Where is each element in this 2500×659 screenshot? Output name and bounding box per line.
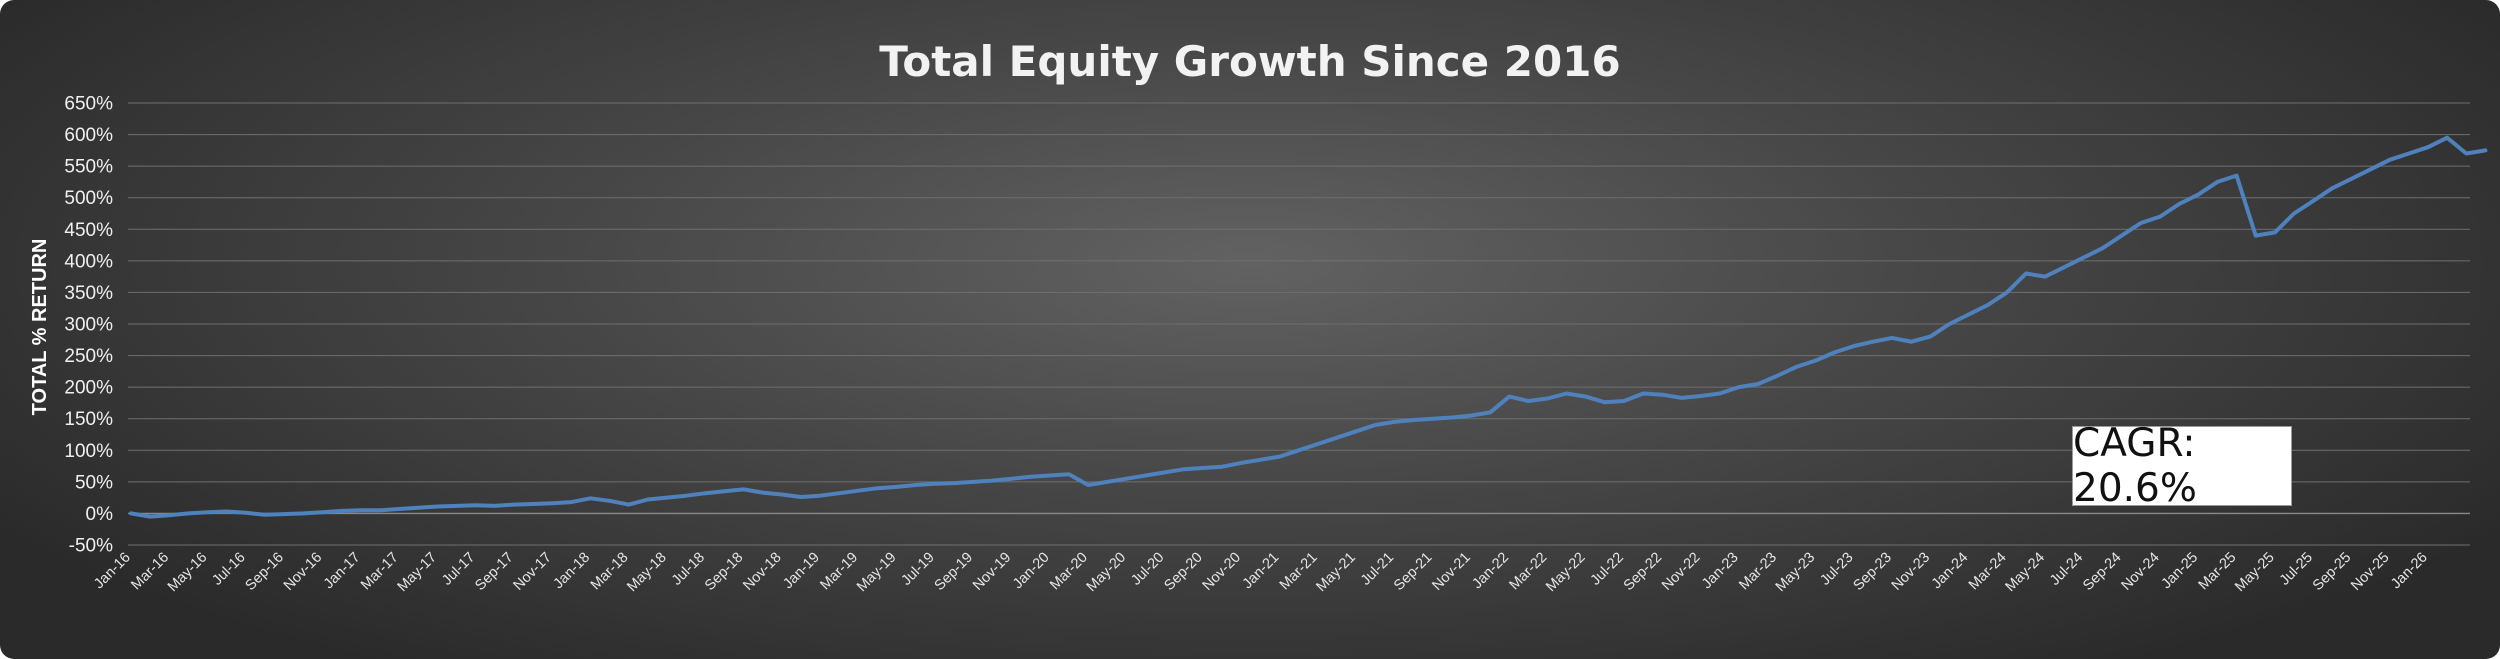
x-tick-label: Mar-18 (588, 550, 632, 594)
x-tick-label: Jan-23 (1699, 550, 1742, 593)
series-lines (129, 135, 2488, 519)
x-tick-label: Sep-23 (1850, 550, 1894, 594)
y-tick-label: 250% (64, 346, 113, 367)
x-tick-label: Nov-25 (2348, 550, 2392, 594)
cagr-annotation: CAGR: 20.6% (2072, 421, 2292, 511)
x-tick-label: Nov-21 (1429, 550, 1473, 594)
x-tick-label: May-22 (1543, 550, 1589, 596)
y-tick-label: 500% (64, 188, 113, 209)
y-tick-label: 650% (64, 94, 113, 115)
x-tick-label: Nov-24 (2118, 550, 2162, 594)
y-tick-label: 150% (64, 409, 113, 430)
y-tick-labels: -50% 0% 50% 100% 150% 200% 250% 300% 350% 400% 450… (64, 94, 113, 557)
x-tick-label: Nov-17 (511, 550, 555, 594)
x-tick-label: May-16 (165, 550, 211, 596)
x-tick-label: Mar-24 (1966, 550, 2010, 594)
x-tick-label: Jan-22 (1469, 550, 1512, 593)
x-tick-label: Nov-23 (1889, 550, 1933, 594)
x-tick-label: Mar-23 (1736, 550, 1780, 594)
x-tick-label: Mar-19 (817, 550, 861, 594)
x-tick-label: Sep-21 (1391, 550, 1435, 594)
y-tick-label: 550% (64, 157, 113, 178)
x-tick-label: Nov-18 (740, 550, 784, 594)
x-tick-label: Jan-24 (1929, 550, 1972, 593)
series-line-0 (129, 135, 2488, 519)
x-tick-label: Sep-16 (243, 550, 287, 594)
x-tick-label: Nov-16 (281, 550, 325, 594)
x-tick-label: Mar-25 (2196, 550, 2240, 594)
y-tick-label: 350% (64, 283, 113, 304)
y-tick-label: 450% (64, 220, 113, 241)
x-tick-label: May-23 (1773, 550, 1819, 596)
x-tick-label: Jan-19 (780, 550, 823, 593)
y-tick-label: 100% (64, 441, 113, 462)
x-tick-label: May-19 (854, 550, 900, 596)
x-tick-label: Mar-22 (1507, 550, 1551, 594)
y-tick-label: 300% (64, 315, 113, 336)
chart-title: Total Equity Growth Since 2016 (879, 37, 1620, 86)
x-tick-label: May-21 (1313, 550, 1359, 596)
y-tick-label: 400% (64, 251, 113, 272)
x-tick-label: Jan-18 (551, 550, 594, 593)
x-tick-label: Nov-22 (1659, 550, 1703, 594)
gridlines (128, 102, 2470, 546)
x-tick-label: Sep-24 (2080, 550, 2124, 594)
x-tick-label: May-17 (395, 550, 441, 596)
y-axis-label: TOTAL % RETURN (29, 239, 51, 416)
x-tick-label: Sep-25 (2310, 550, 2354, 594)
x-tick-label: Mar-16 (128, 550, 172, 594)
x-tick-label: Sep-22 (1621, 550, 1665, 594)
x-tick-label: Sep-19 (932, 550, 976, 594)
y-tick-label: 600% (64, 125, 113, 146)
x-tick-label: Sep-17 (472, 550, 516, 594)
y-tick-label: 0% (86, 504, 114, 525)
x-tick-label: May-20 (1084, 550, 1130, 596)
x-tick-label: Sep-20 (1161, 550, 1205, 594)
x-tick-label: Jan-25 (2158, 550, 2201, 593)
y-tick-label: 50% (75, 472, 113, 493)
x-tick-label: Mar-20 (1047, 550, 1091, 594)
y-tick-label: 200% (64, 378, 113, 399)
x-tick-label: May-24 (2002, 550, 2048, 596)
x-tick-label: May-18 (624, 550, 670, 596)
x-tick-label: Nov-19 (970, 550, 1014, 594)
x-tick-label: Jan-21 (1240, 550, 1283, 593)
x-tick-label: Sep-18 (702, 550, 746, 594)
x-tick-label: Jan-17 (321, 550, 364, 593)
x-tick-label: Mar-21 (1277, 550, 1321, 594)
x-tick-label: Jan-26 (2388, 550, 2431, 593)
x-tick-label: Nov-20 (1200, 550, 1244, 594)
x-tick-label: Mar-17 (358, 550, 402, 594)
x-tick-label: May-25 (2232, 550, 2278, 596)
x-tick-label: Jan-20 (1010, 550, 1053, 593)
y-tick-label: -50% (69, 536, 113, 557)
